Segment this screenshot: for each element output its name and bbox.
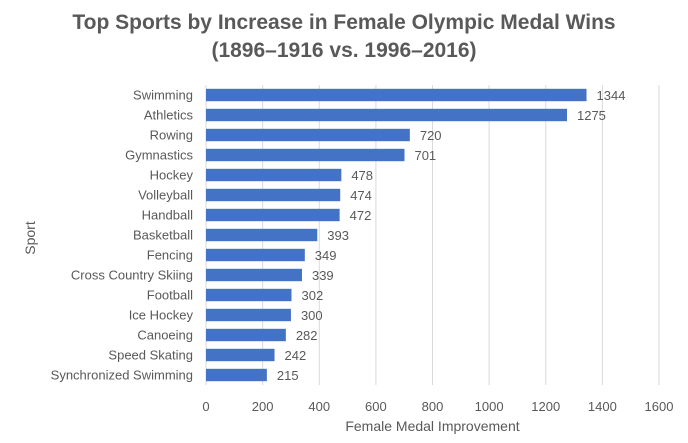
data-label: 478 bbox=[351, 168, 373, 183]
bar bbox=[206, 328, 286, 342]
y-tick-label: Canoeing bbox=[137, 328, 193, 343]
bar bbox=[206, 148, 405, 162]
x-tick-label: 200 bbox=[252, 399, 274, 414]
data-label: 393 bbox=[327, 228, 349, 243]
y-tick-label: Handball bbox=[142, 208, 193, 223]
x-axis-label: Female Medal Improvement bbox=[345, 418, 520, 434]
y-tick-label: Athletics bbox=[144, 108, 194, 123]
bar bbox=[206, 248, 305, 262]
data-label: 339 bbox=[312, 268, 334, 283]
bar bbox=[206, 228, 318, 242]
y-tick-label: Volleyball bbox=[138, 188, 193, 203]
x-tick-label: 1400 bbox=[588, 399, 617, 414]
bar bbox=[206, 348, 275, 362]
y-tick-label: Football bbox=[147, 288, 193, 303]
y-tick-label: Rowing bbox=[150, 128, 193, 143]
data-label: 1275 bbox=[577, 108, 606, 123]
bar bbox=[206, 168, 342, 182]
bar bbox=[206, 268, 302, 282]
bar bbox=[206, 108, 567, 122]
data-label: 242 bbox=[285, 348, 307, 363]
x-tick-label: 800 bbox=[422, 399, 444, 414]
chart-subtitle: (1896–1916 vs. 1996–2016) bbox=[211, 39, 477, 62]
chart-title: Top Sports by Increase in Female Olympic… bbox=[72, 11, 616, 34]
data-label: 472 bbox=[350, 208, 372, 223]
y-tick-label: Synchronized Swimming bbox=[51, 368, 193, 383]
x-tick-label: 1600 bbox=[645, 399, 674, 414]
data-label: 300 bbox=[301, 308, 323, 323]
data-label: 349 bbox=[315, 248, 337, 263]
y-tick-label: Hockey bbox=[150, 168, 194, 183]
data-label: 474 bbox=[350, 188, 372, 203]
y-tick-label: Cross Country Skiing bbox=[71, 268, 193, 283]
data-label: 720 bbox=[420, 128, 442, 143]
data-label: 215 bbox=[277, 368, 299, 383]
y-tick-label: Speed Skating bbox=[108, 348, 193, 363]
bar bbox=[206, 308, 291, 322]
x-tick-label: 0 bbox=[202, 399, 209, 414]
x-tick-label: 1000 bbox=[475, 399, 504, 414]
bar bbox=[206, 188, 341, 202]
bar bbox=[206, 288, 292, 302]
y-tick-label: Gymnastics bbox=[125, 148, 193, 163]
y-axis-label: Sport bbox=[22, 221, 38, 255]
bar bbox=[206, 368, 267, 382]
y-tick-label: Basketball bbox=[133, 228, 193, 243]
y-tick-label: Swimming bbox=[133, 88, 193, 103]
bar bbox=[206, 128, 410, 142]
data-label: 282 bbox=[296, 328, 318, 343]
x-tick-label: 400 bbox=[308, 399, 330, 414]
x-tick-label: 1200 bbox=[531, 399, 560, 414]
data-label: 302 bbox=[302, 288, 324, 303]
bar bbox=[206, 88, 587, 102]
y-tick-label: Ice Hockey bbox=[129, 308, 194, 323]
x-tick-label: 600 bbox=[365, 399, 387, 414]
data-label: 701 bbox=[414, 148, 436, 163]
data-label: 1344 bbox=[597, 88, 626, 103]
y-tick-label: Fencing bbox=[147, 248, 193, 263]
bar bbox=[206, 208, 340, 222]
